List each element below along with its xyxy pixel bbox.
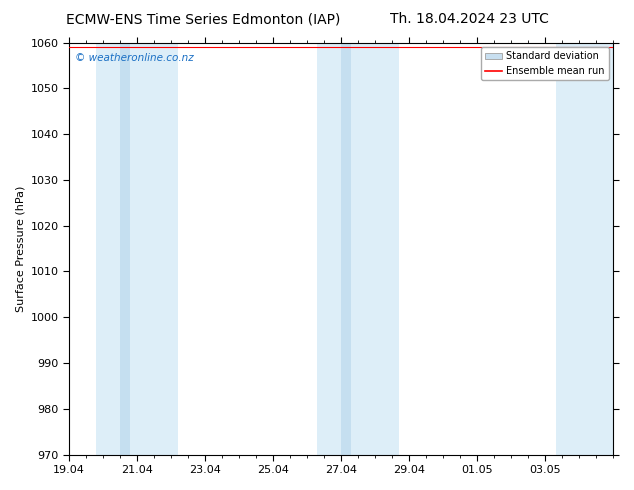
Bar (555, 43, 614, 455)
Bar (120, 43, 178, 455)
Bar (341, 43, 351, 455)
Text: © weatheronline.co.nz: © weatheronline.co.nz (75, 53, 193, 63)
Legend: Standard deviation, Ensemble mean run: Standard deviation, Ensemble mean run (481, 48, 609, 80)
Text: Th. 18.04.2024 23 UTC: Th. 18.04.2024 23 UTC (390, 12, 548, 26)
Bar (341, 43, 399, 455)
Y-axis label: Surface Pressure (hPa): Surface Pressure (hPa) (15, 185, 25, 312)
Bar (318, 43, 341, 455)
Bar (96, 43, 120, 455)
Text: ECMW-ENS Time Series Edmonton (IAP): ECMW-ENS Time Series Edmonton (IAP) (66, 12, 340, 26)
Bar (120, 43, 131, 455)
